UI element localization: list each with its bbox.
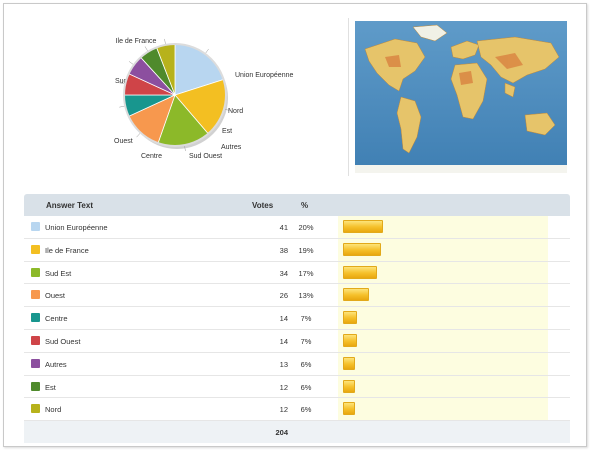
vote-percent: 19% (298, 245, 314, 255)
pie-label: Est (222, 128, 232, 135)
answer-label: Autres (45, 359, 67, 369)
vote-bar (343, 242, 381, 256)
table-row: Autres 13 6% (24, 352, 570, 376)
header-votes: Votes (252, 201, 274, 210)
vote-count: 14 (279, 336, 288, 346)
answer-label: Ile de France (45, 245, 89, 255)
color-swatch (31, 381, 40, 391)
vote-count: 41 (279, 223, 288, 232)
vote-bar (343, 379, 355, 393)
header-percent: % (301, 201, 309, 210)
vote-percent: 7% (300, 336, 312, 346)
table-row: Ouest 26 13% (24, 284, 570, 308)
color-swatch (31, 244, 40, 254)
vote-count: 13 (279, 359, 288, 369)
answer-label: Ouest (45, 291, 66, 301)
table-row: Centre 14 7% (24, 307, 570, 330)
vote-percent: 20% (298, 223, 314, 232)
vote-percent: 6% (300, 382, 312, 392)
table-row: Est 12 6% (24, 375, 570, 399)
vote-count: 14 (279, 314, 288, 324)
pie-label: Nord (228, 108, 243, 115)
pie-label: Sud Ouest (189, 153, 222, 160)
answer-label: Nord (45, 405, 62, 415)
pie-label: Autres (221, 144, 242, 151)
poll-results-panel: Union Européenne Ile de France Sud Est Oues… (3, 3, 587, 447)
vote-percent: 6% (300, 405, 312, 415)
color-swatch (31, 290, 40, 300)
table-row: Nord 12 6% (24, 398, 570, 422)
pie-label: Union Européenne (235, 72, 293, 79)
table-row: Ile de France 38 19% (24, 238, 570, 262)
answer-label: Union Européenne (45, 223, 108, 232)
vote-count: 38 (279, 245, 288, 255)
results-table: Answer Text Votes % Union Européenne 41 … (24, 194, 570, 444)
table-row: Union Européenne 41 20% (24, 216, 570, 239)
answer-label: Sud Est (45, 268, 72, 278)
pie-label: Centre (141, 153, 162, 160)
total-votes: 204 (275, 428, 288, 438)
vote-bar (343, 333, 357, 347)
color-swatch (31, 358, 40, 368)
vote-percent: 6% (300, 359, 312, 369)
header-answer-text: Answer Text (46, 201, 93, 210)
vote-count: 34 (279, 268, 288, 278)
vote-count: 26 (279, 291, 288, 301)
vote-bar (343, 356, 355, 370)
table-row: Sud Ouest 14 7% (24, 329, 570, 353)
vote-percent: 17% (298, 268, 314, 278)
vote-percent: 7% (300, 314, 312, 324)
vote-bar (343, 311, 357, 325)
vote-percent: 13% (298, 291, 314, 301)
answer-label: Centre (45, 314, 68, 324)
answer-label: Sud Ouest (45, 336, 81, 346)
table-header: Answer Text Votes % (24, 194, 570, 216)
color-swatch (31, 267, 40, 277)
table-footer: 204 (24, 421, 570, 444)
vote-bar (343, 265, 377, 279)
vote-bar (343, 288, 369, 302)
pie-label: Ile de France (116, 38, 157, 45)
color-swatch (31, 313, 40, 323)
vote-bar (343, 402, 355, 416)
pie-label: Ouest (114, 138, 133, 145)
vote-count: 12 (279, 382, 288, 392)
pie-leader-line (128, 61, 134, 66)
world-map-image (355, 21, 567, 173)
vote-count: 12 (279, 405, 288, 415)
color-swatch (31, 404, 40, 414)
table-row: Sud Est 34 17% (24, 261, 570, 285)
pie-leader-line (184, 145, 186, 152)
pie-rim (123, 43, 227, 147)
color-swatch (31, 335, 40, 345)
world-map-icon (355, 21, 567, 173)
vote-bar (343, 220, 383, 233)
color-swatch (31, 222, 40, 231)
answer-label: Est (45, 382, 56, 392)
